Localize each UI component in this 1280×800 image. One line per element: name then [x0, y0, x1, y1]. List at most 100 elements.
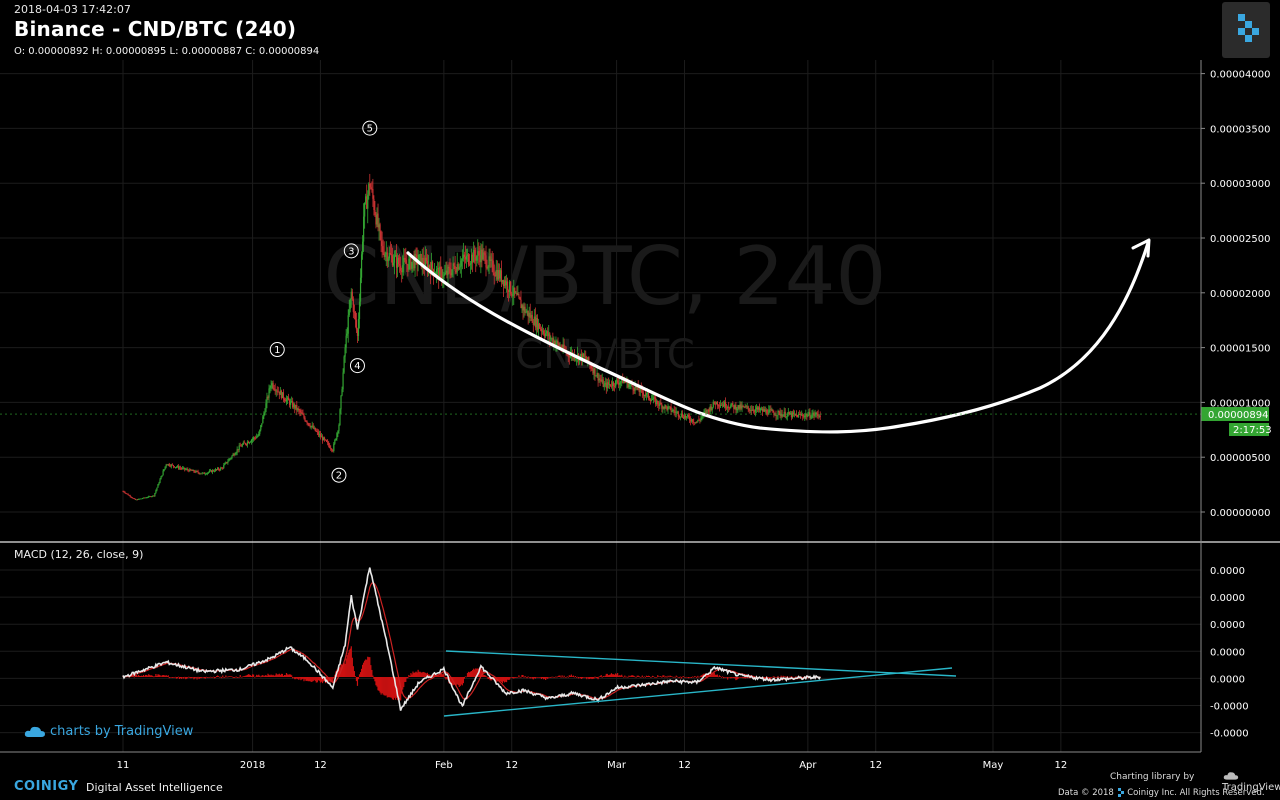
candle-body — [762, 408, 764, 412]
macd-histogram-bar — [450, 677, 452, 684]
macd-histogram-bar — [170, 677, 172, 678]
macd-histogram-bar — [317, 677, 319, 681]
macd-histogram-bar — [624, 675, 626, 677]
candle-body — [695, 421, 697, 424]
tradingview-brand[interactable]: charts by TradingView — [24, 724, 193, 739]
macd-histogram-bar — [472, 669, 474, 677]
candle-body — [342, 372, 344, 390]
macd-histogram-bar — [772, 676, 774, 678]
candle-body — [338, 425, 340, 432]
macd-histogram-bar — [802, 677, 804, 678]
candle-body — [628, 384, 630, 388]
candle-body — [260, 425, 262, 430]
coinigy-logo-badge[interactable] — [1222, 2, 1270, 58]
macd-histogram-bar — [600, 674, 602, 677]
macd-histogram-bar — [285, 672, 288, 677]
candle-body — [714, 403, 716, 405]
candle-body — [680, 413, 682, 417]
candle-body — [223, 465, 225, 468]
candle-body — [346, 333, 348, 336]
candle-body — [488, 256, 490, 267]
macd-histogram-bar — [428, 674, 431, 677]
candle-body — [800, 414, 802, 416]
coinigy-logo-icon — [1238, 14, 1259, 42]
candle-body — [396, 257, 399, 268]
candle-body — [249, 441, 252, 443]
candle-body — [597, 373, 599, 381]
macd-histogram-bar — [642, 677, 644, 678]
macd-histogram-bar — [498, 677, 500, 683]
candle-body — [611, 382, 614, 387]
candle-body — [492, 260, 494, 273]
macd-histogram-bar — [629, 676, 631, 677]
candle-body — [795, 414, 798, 416]
candle-body — [367, 194, 369, 209]
candle-body — [310, 426, 312, 428]
candle-body — [806, 414, 808, 417]
macd-histogram-bar — [521, 674, 523, 677]
macd-histogram-bar — [712, 672, 714, 677]
candle-body — [815, 412, 817, 415]
macd-histogram-bar — [737, 677, 739, 680]
macd-histogram-bar — [408, 674, 410, 677]
candle-body — [759, 409, 762, 411]
macd-histogram-bar — [622, 676, 624, 678]
candle-body — [233, 454, 235, 456]
candle-body — [134, 498, 136, 500]
candle-body — [662, 406, 664, 409]
candle-body — [161, 475, 163, 477]
candle-body — [252, 437, 255, 440]
candle-body — [215, 469, 218, 471]
macd-histogram-bar — [654, 677, 656, 678]
macd-tick-label: 0.0000 — [1210, 566, 1245, 577]
candle-body — [354, 312, 357, 320]
macd-histogram-bar — [337, 669, 339, 677]
candle-body — [645, 393, 648, 396]
macd-histogram-bar — [574, 676, 577, 677]
macd-histogram-bar — [739, 677, 741, 678]
macd-histogram-bar — [242, 676, 244, 677]
macd-indicator-label[interactable]: MACD (12, 26, close, 9) — [14, 548, 144, 561]
macd-histogram-bar — [446, 677, 448, 679]
macd-histogram-bar — [294, 677, 296, 680]
candle-body — [370, 187, 372, 189]
macd-histogram-bar — [363, 662, 365, 677]
candle-body — [654, 397, 656, 399]
macd-histogram-bar — [573, 676, 576, 678]
candle-body — [808, 412, 810, 415]
candle-body — [619, 382, 621, 385]
candle-body — [282, 392, 285, 399]
candle-body — [258, 433, 260, 436]
macd-histogram-bar — [352, 666, 354, 677]
macd-histogram-bar — [609, 674, 612, 677]
macd-histogram-bar — [316, 677, 318, 683]
candle-body — [364, 202, 366, 217]
tradingview-credit[interactable]: TradingView — [1222, 771, 1280, 793]
macd-histogram-bar — [623, 677, 625, 678]
candle-body — [348, 308, 350, 316]
macd-histogram-bar — [612, 674, 615, 677]
macd-histogram-bar — [567, 677, 569, 678]
coinigy-small-icon — [1117, 788, 1124, 797]
macd-histogram-bar — [792, 677, 795, 678]
macd-histogram-bar — [558, 675, 560, 677]
candle-body — [198, 472, 200, 474]
candle-body — [448, 266, 450, 269]
macd-histogram-bar — [473, 668, 475, 677]
candle-body — [341, 389, 343, 396]
macd-histogram-bar — [209, 676, 212, 678]
candle-body — [184, 467, 186, 470]
macd-histogram-bar — [159, 675, 161, 677]
candle-body — [457, 264, 459, 270]
macd-histogram-bar — [554, 677, 556, 678]
candle-body — [758, 407, 761, 411]
macd-histogram-bar — [384, 677, 386, 696]
candle-body — [393, 256, 396, 263]
macd-histogram-bar — [718, 675, 721, 677]
macd-histogram-bar — [528, 677, 530, 678]
candle-body — [328, 442, 330, 446]
candle-body — [740, 404, 742, 409]
macd-histogram-bar — [276, 674, 278, 677]
candle-body — [464, 257, 467, 260]
